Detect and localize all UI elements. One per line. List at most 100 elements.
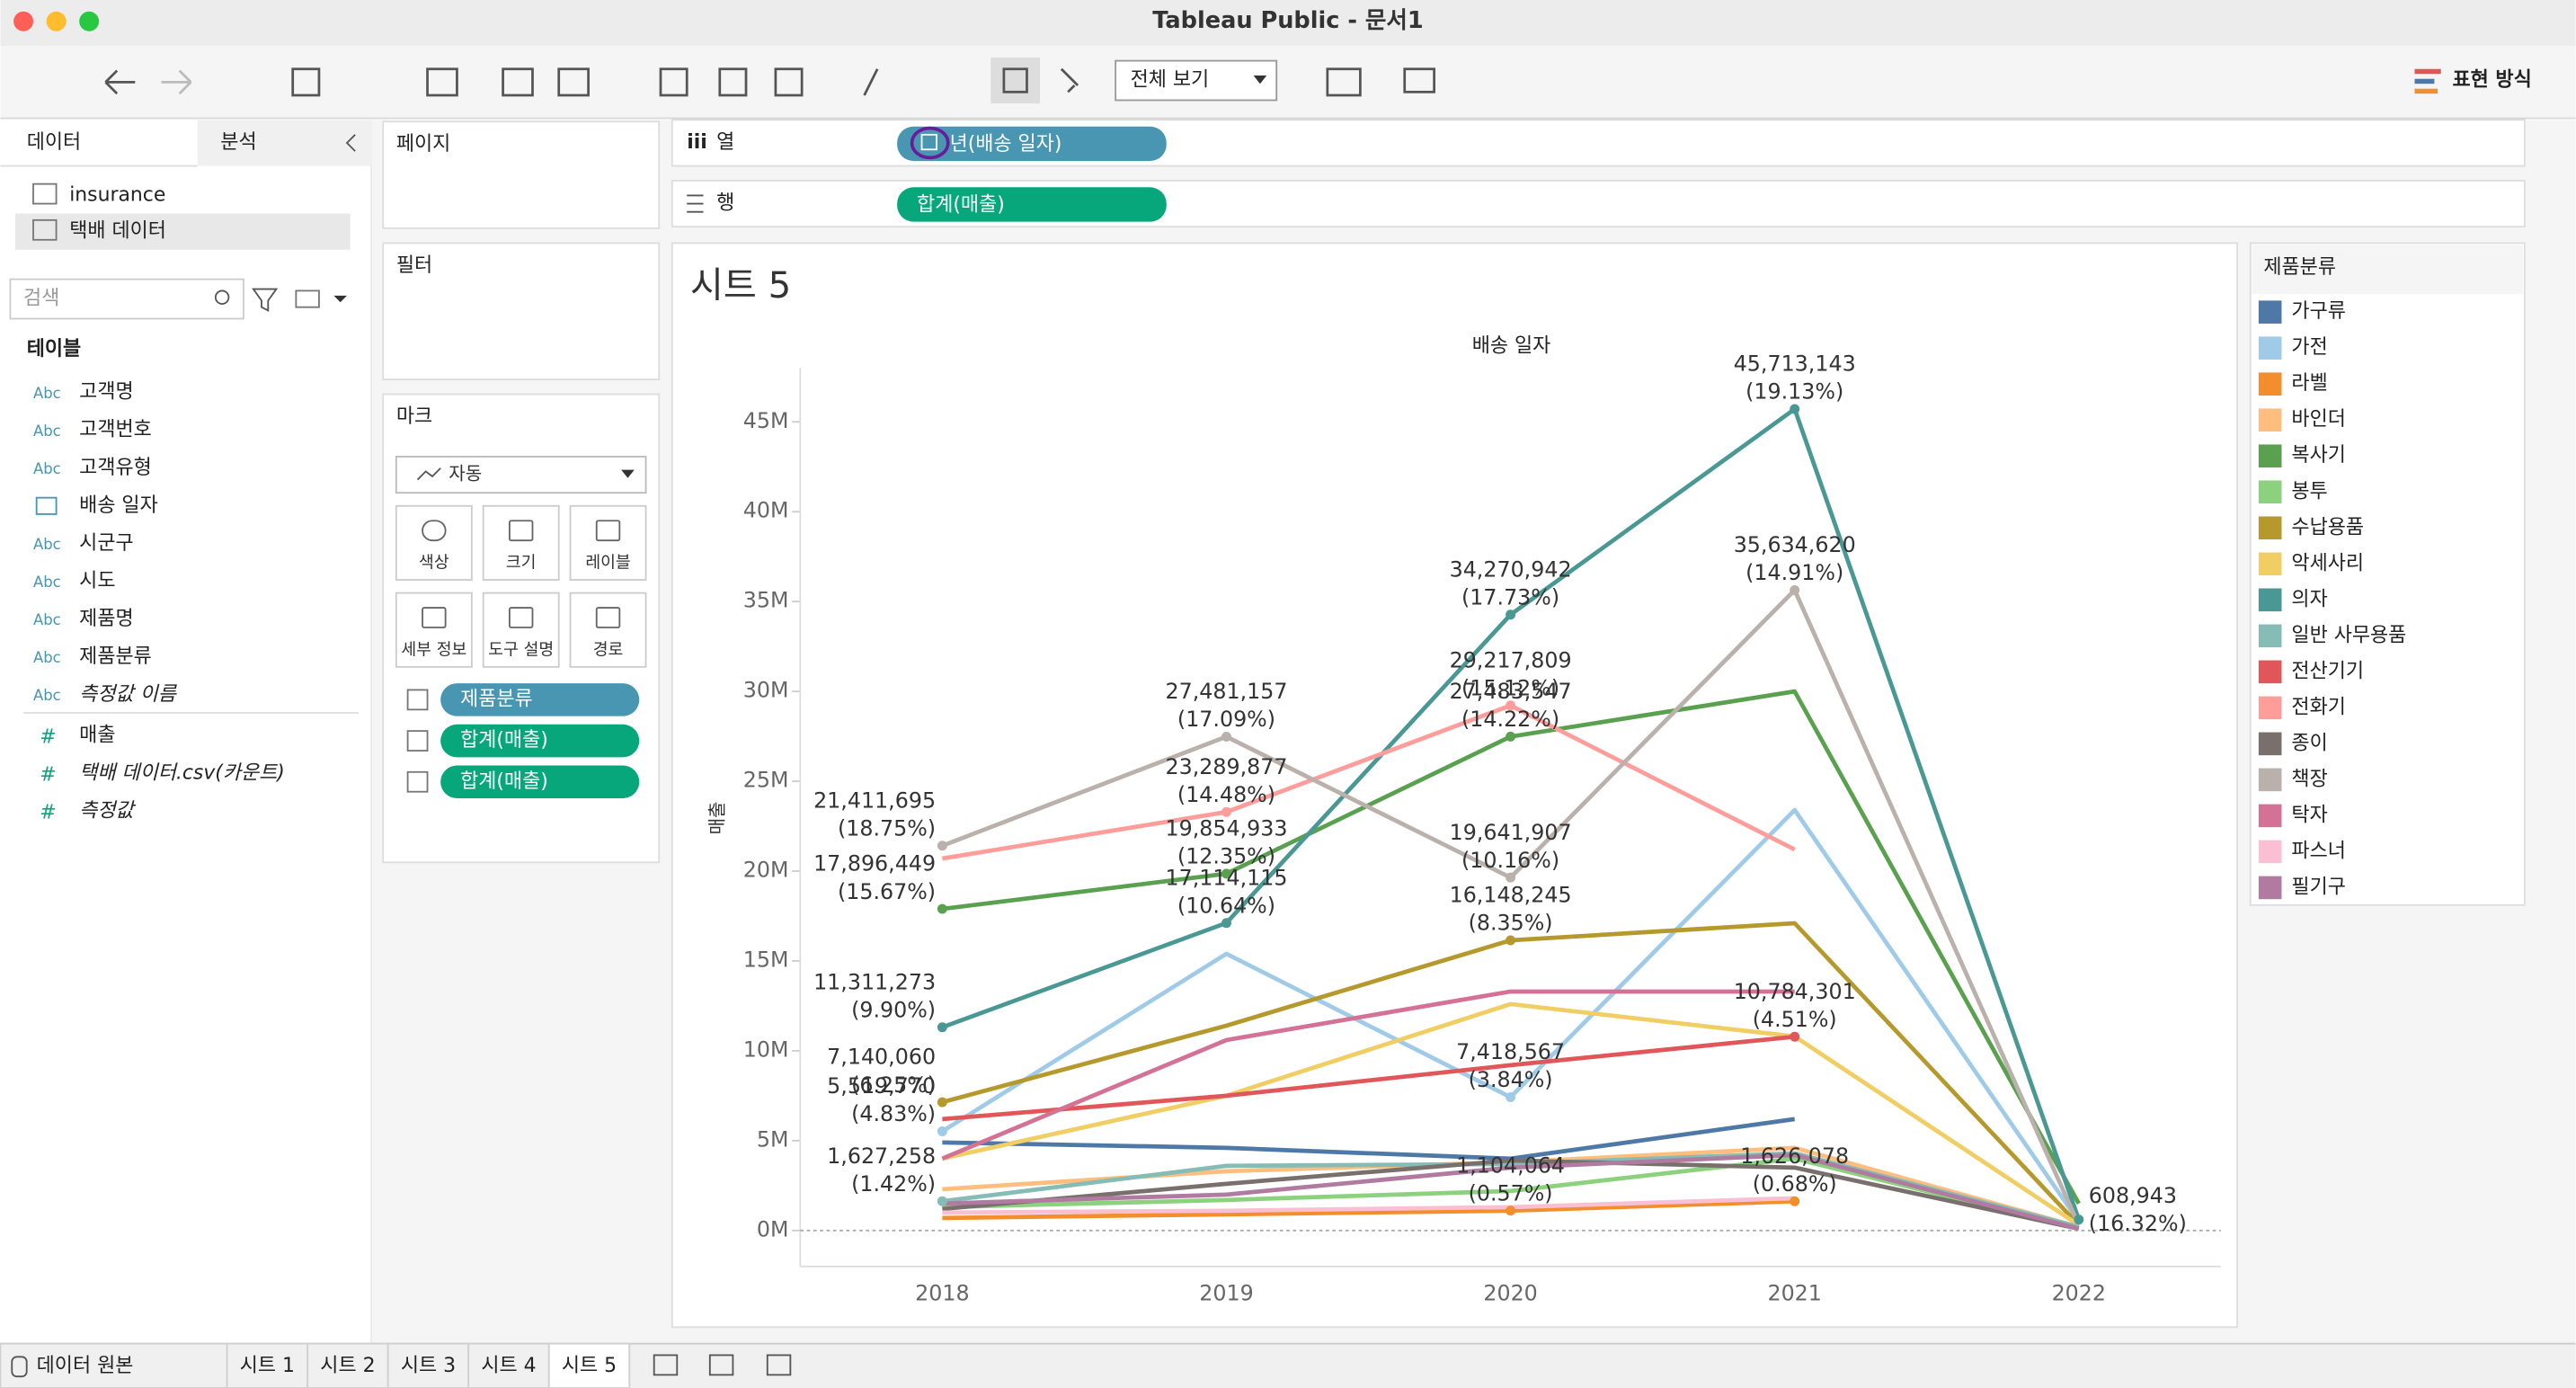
legend-label[interactable]: 가구류 xyxy=(2291,300,2345,323)
close-button[interactable] xyxy=(13,11,34,31)
sheet-tab[interactable] xyxy=(467,1342,550,1388)
new-sheet-tab[interactable] xyxy=(653,1354,679,1376)
mark-button[interactable] xyxy=(395,504,473,581)
data-source[interactable]: 택배 데이터 xyxy=(69,220,166,243)
mark-button[interactable] xyxy=(482,504,560,581)
show-me-icon[interactable] xyxy=(2414,68,2441,75)
sheet-tab[interactable] xyxy=(547,1342,631,1388)
mark-button[interactable] xyxy=(569,504,647,581)
analysis-tab-bg[interactable] xyxy=(197,120,372,166)
field[interactable]: 매출 xyxy=(79,725,115,747)
filter-icon[interactable] xyxy=(252,288,279,312)
mark-pill[interactable] xyxy=(440,683,640,716)
field[interactable]: 시도 xyxy=(79,570,115,592)
legend-label[interactable]: 전화기 xyxy=(2291,696,2345,718)
pin-icon[interactable] xyxy=(1060,67,1079,93)
legend-label[interactable]: 바인더 xyxy=(2291,408,2345,431)
data-tab[interactable]: 데이터 xyxy=(27,131,81,154)
collapse-icon[interactable] xyxy=(345,134,356,152)
legend-label[interactable]: 파스너 xyxy=(2291,840,2345,862)
field[interactable]: 고객명 xyxy=(79,381,133,404)
legend-swatch[interactable] xyxy=(2258,732,2282,756)
zoom-button[interactable] xyxy=(79,11,100,31)
legend-swatch[interactable] xyxy=(2258,408,2282,432)
mark-button[interactable] xyxy=(569,592,647,668)
redo-icon[interactable] xyxy=(161,69,192,95)
sheet-tab[interactable] xyxy=(226,1342,309,1388)
field[interactable]: 택배 데이터.csv(카운트) xyxy=(79,762,285,785)
view-icon[interactable] xyxy=(295,289,320,308)
legend-label[interactable]: 악세사리 xyxy=(2291,552,2364,574)
field[interactable]: 배송 일자 xyxy=(79,494,158,517)
minimize-button[interactable] xyxy=(46,11,67,31)
legend-swatch[interactable] xyxy=(2258,624,2282,648)
sheet-title: 시트 5 xyxy=(690,265,791,307)
fit-icon[interactable] xyxy=(1326,67,1362,97)
field[interactable]: 측정값 이름 xyxy=(79,683,178,706)
clear-icon[interactable] xyxy=(557,67,590,97)
legend-label[interactable]: 가전 xyxy=(2291,336,2327,359)
new-story-tab[interactable] xyxy=(766,1354,792,1376)
legend-label[interactable]: 전산기기 xyxy=(2291,660,2364,682)
sort-desc-icon[interactable] xyxy=(774,67,804,97)
legend-label[interactable]: 일반 사무용품 xyxy=(2291,624,2406,646)
legend-label[interactable]: 수납용품 xyxy=(2291,516,2364,538)
analysis-tab[interactable]: 분석 xyxy=(220,131,256,154)
legend-swatch[interactable] xyxy=(2258,660,2282,684)
legend-label[interactable]: 탁자 xyxy=(2291,804,2327,826)
mark-type-select[interactable] xyxy=(395,456,647,494)
present-icon[interactable] xyxy=(1403,67,1435,93)
legend-swatch[interactable] xyxy=(2258,588,2282,612)
swap-icon[interactable] xyxy=(659,67,688,97)
duplicate-icon[interactable] xyxy=(502,67,534,97)
field[interactable]: 고객유형 xyxy=(79,457,152,479)
legend-label[interactable]: 봉투 xyxy=(2291,480,2327,503)
label-toggle-icon[interactable] xyxy=(1002,67,1028,93)
save-icon[interactable] xyxy=(291,67,321,97)
field[interactable]: 제품분류 xyxy=(79,645,152,668)
legend-label[interactable]: 책장 xyxy=(2291,768,2327,790)
new-sheet-icon[interactable] xyxy=(426,67,458,97)
legend-label[interactable]: 종이 xyxy=(2291,732,2327,754)
field[interactable]: 제품명 xyxy=(79,608,133,630)
data-source[interactable]: insurance xyxy=(69,183,165,206)
legend-swatch[interactable] xyxy=(2258,480,2282,504)
mark-button[interactable] xyxy=(395,592,473,668)
mark-pill[interactable] xyxy=(440,765,640,799)
series-line xyxy=(941,1001,2081,1227)
view-select[interactable] xyxy=(1115,59,1278,102)
legend-label[interactable]: 복사기 xyxy=(2291,444,2345,467)
legend-swatch[interactable] xyxy=(2258,768,2282,792)
show-me[interactable]: 표현 방식 xyxy=(2452,69,2531,92)
sort-asc-icon[interactable] xyxy=(718,67,748,97)
field[interactable]: 측정값 xyxy=(79,800,136,823)
legend-swatch[interactable] xyxy=(2258,372,2282,396)
mark-pill[interactable] xyxy=(440,724,640,758)
expand-icon[interactable] xyxy=(920,133,937,151)
field[interactable]: 시군구 xyxy=(79,532,133,555)
sheet-tab[interactable] xyxy=(0,1342,228,1388)
columns-pill[interactable] xyxy=(897,126,1167,162)
legend-label[interactable]: 라벨 xyxy=(2291,372,2327,395)
legend-swatch[interactable] xyxy=(2258,516,2282,540)
legend-swatch[interactable] xyxy=(2258,804,2282,828)
label-toggle-bg[interactable] xyxy=(990,57,1041,104)
highlight-icon[interactable] xyxy=(863,68,879,96)
legend-swatch[interactable] xyxy=(2258,552,2282,576)
legend-swatch[interactable] xyxy=(2258,336,2282,360)
mark-button-label: 경로 xyxy=(593,641,624,660)
new-dashboard-tab[interactable] xyxy=(708,1354,734,1376)
legend-label[interactable]: 의자 xyxy=(2291,588,2327,610)
legend-swatch[interactable] xyxy=(2258,444,2282,468)
undo-icon[interactable] xyxy=(104,69,136,95)
rows-pill[interactable] xyxy=(897,187,1167,222)
field[interactable]: 고객번호 xyxy=(79,419,152,441)
legend-label[interactable]: 필기구 xyxy=(2291,876,2345,898)
mark-button[interactable] xyxy=(482,592,560,668)
search-box[interactable] xyxy=(9,278,244,320)
legend-swatch[interactable] xyxy=(2258,840,2282,864)
sheet-tab[interactable] xyxy=(306,1342,389,1388)
legend-swatch[interactable] xyxy=(2258,696,2282,720)
legend-swatch[interactable] xyxy=(2258,300,2282,324)
legend-swatch[interactable] xyxy=(2258,876,2282,900)
